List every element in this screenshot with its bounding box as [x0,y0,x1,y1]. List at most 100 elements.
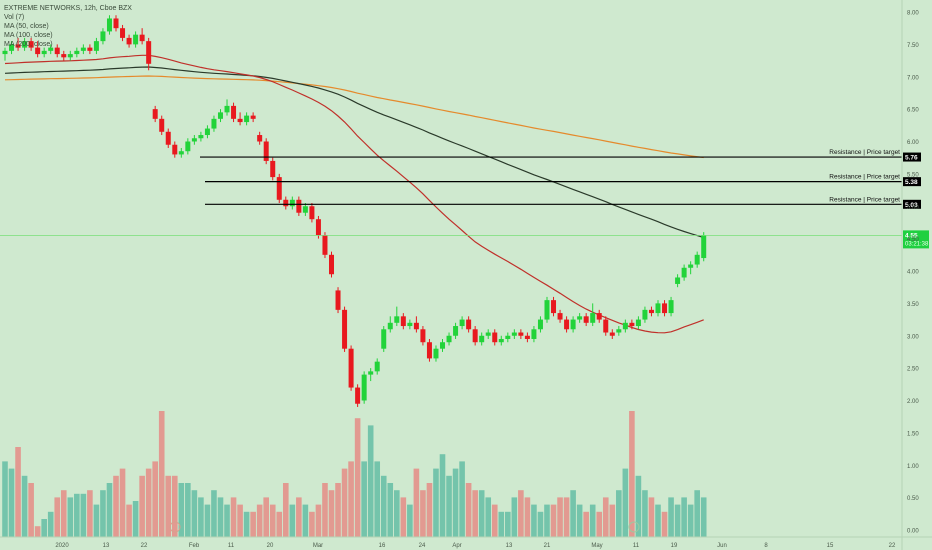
volume-bar [224,504,230,537]
price-tick-label: 4.00 [907,270,919,276]
volume-bar [478,490,485,537]
price-tick-label: 6.00 [907,140,919,146]
volume-bar [361,461,367,537]
earnings-marker-icon[interactable] [628,521,640,533]
ma100-line [4,66,704,239]
candle-down [583,316,589,323]
volume-bar [380,475,387,537]
time-tick-label: 11 [633,543,640,549]
resistance-label: Resistance | Price target [829,196,900,203]
resistance-lines[interactable]: Resistance | Price target 5.76 Resistance … [200,149,921,209]
volume-bar [217,497,224,537]
candle-down [518,332,524,336]
time-axis[interactable]: 2020 13 22 Feb 11 20 Mar 16 24 Apr 13 21 May 11 19 Jun 8… [55,543,896,549]
candle-up [433,348,439,359]
legend-title[interactable]: EXTREME NETWORKS, 12h, Cboe BZX [4,5,132,12]
candle-down [54,47,60,55]
candle-down [648,309,654,314]
price-tick-label: 8.00 [907,11,919,17]
volume-bar [472,490,478,537]
candle-down [276,177,282,200]
volume-bar [420,490,426,537]
volume-bar [198,497,204,537]
candle-down [329,254,334,275]
time-tick-label: Feb [189,543,200,549]
candle-down [309,206,315,220]
volume-bar [243,511,250,537]
legend-ma200[interactable]: MA (200, close) [4,41,53,48]
candle-up [244,115,250,123]
volume-bar [622,468,629,537]
price-tick-label: 3.50 [907,302,919,308]
event-markers[interactable] [169,521,640,533]
candle-up [198,135,204,139]
volume-bar [629,411,635,537]
volume-bar [354,418,361,537]
candle-down [557,313,563,320]
volume-bar [674,504,681,537]
legend-ma50[interactable]: MA (50, close) [4,23,49,30]
candle-up [537,319,543,330]
volume-bar [485,497,492,537]
candle-up [381,329,387,349]
time-tick-label: 22 [889,543,896,549]
last-price-tag [903,230,929,249]
price-axis[interactable]: 8.00 7.50 7.00 6.50 6.00 5.50 5.00 4.50 4.00 3.50… [907,11,919,535]
volume-bar [341,468,348,537]
candle-up [2,50,8,55]
candle-down [426,342,432,359]
candle-up [681,267,687,278]
volume-bar [263,497,269,537]
volume-bar [681,497,687,537]
volume-bar [524,497,531,537]
volume-bar [315,504,322,537]
candle-down [466,319,472,330]
volume-bar [2,461,8,537]
volume-bar [165,475,172,537]
volume-bar [21,475,28,537]
candle-up [368,371,374,375]
volume-bar [93,504,100,537]
volume-bar [80,493,87,537]
price-tick-label: 1.50 [907,431,919,437]
time-tick-label: 13 [506,543,513,549]
volume-bar [106,483,113,537]
volume-bar [322,483,328,537]
candle-down [420,329,426,343]
candle-up [394,316,400,323]
candle-up [22,41,28,48]
candle-up [74,50,80,55]
candle-up [48,47,54,51]
volume-bar [394,490,400,537]
chart-legend[interactable]: EXTREME NETWORKS, 12h, Cboe BZX Vol (7) … [4,4,132,49]
legend-volume[interactable]: Vol (7) [4,14,25,21]
resistance-price-tag [903,177,921,187]
candle-down [322,235,328,255]
candle-down [35,47,41,55]
candle-up [505,335,511,339]
legend-ma100[interactable]: MA (100, close) [4,32,53,39]
candle-down [413,322,419,330]
candle-up [616,329,622,333]
candle-up [622,322,628,330]
volume-bar [74,493,80,537]
resistance-price-tag [903,152,921,162]
volume-bar [570,490,576,537]
candle-up [531,329,537,339]
volume-bar [87,490,93,537]
candle-down [15,44,21,48]
candle-up [407,322,413,327]
volume-bar [550,504,557,537]
candle-up [570,319,576,330]
candle-down [315,219,321,236]
candle-up [289,199,295,207]
candle-up [178,151,184,155]
candle-up [688,264,694,268]
candle-up [446,335,452,343]
candle-down [113,18,119,29]
candle-down [120,28,126,38]
volume-bar [439,454,446,537]
time-tick-label: May [591,543,602,549]
earnings-marker-icon[interactable] [169,521,181,533]
